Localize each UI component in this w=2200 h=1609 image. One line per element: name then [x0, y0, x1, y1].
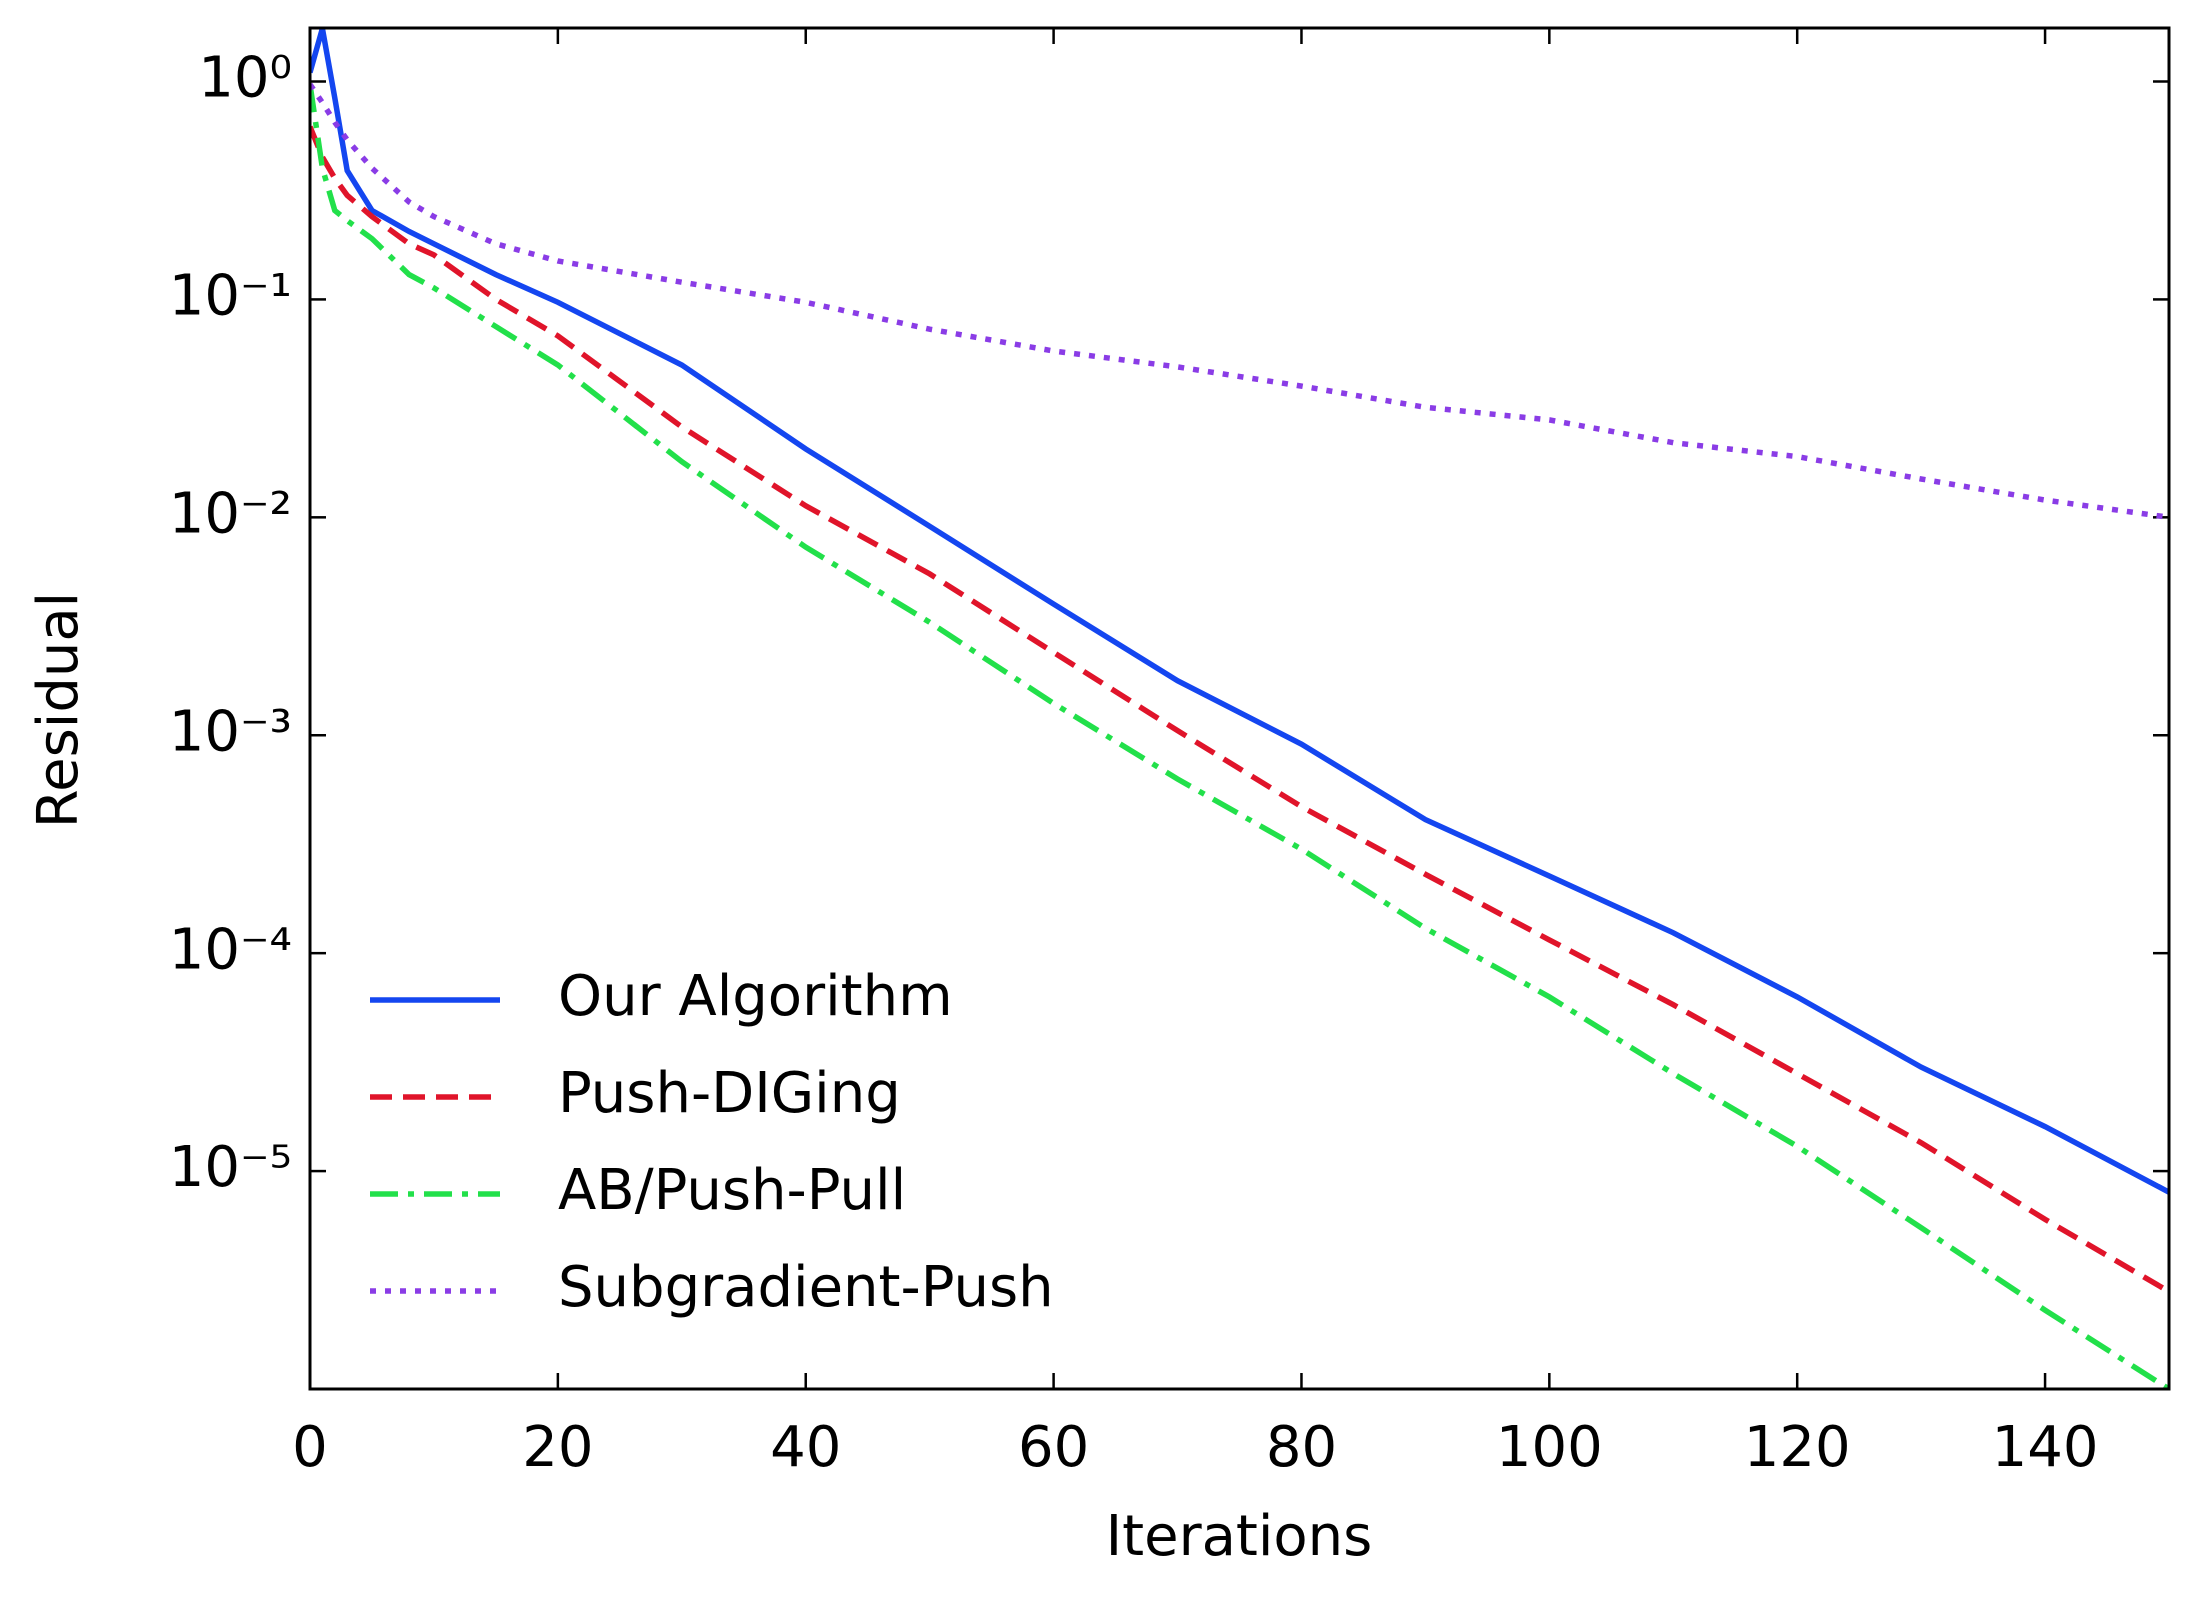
x-tick-label: 40 — [770, 1415, 841, 1480]
y-tick-label: 10⁻⁵ — [169, 1135, 292, 1200]
series-line — [310, 82, 2169, 521]
x-axis-label: Iterations — [1106, 1504, 1373, 1569]
series-line — [310, 83, 2169, 1389]
y-tick-label: 10⁻³ — [169, 699, 292, 764]
x-tick-label: 140 — [1992, 1415, 2099, 1480]
x-tick-label: 0 — [292, 1415, 328, 1480]
legend-label: Subgradient-Push — [558, 1255, 1054, 1320]
y-tick-label: 10⁻² — [169, 481, 292, 546]
legend-label: Push-DIGing — [558, 1061, 901, 1126]
x-tick-label: 60 — [1018, 1415, 1089, 1480]
y-tick-label: 10⁻⁴ — [169, 917, 292, 982]
series-line — [310, 125, 2169, 1294]
x-tick-label: 120 — [1744, 1415, 1851, 1480]
series-line — [310, 28, 2169, 1195]
x-tick-label: 80 — [1266, 1415, 1337, 1480]
legend-label: Our Algorithm — [558, 964, 953, 1029]
x-tick-label: 100 — [1496, 1415, 1603, 1480]
y-axis-label: Residual — [26, 592, 91, 829]
x-tick-label: 20 — [522, 1415, 593, 1480]
y-tick-label: 10⁻¹ — [169, 264, 292, 329]
legend-label: AB/Push-Pull — [558, 1158, 906, 1223]
y-tick-label: 10⁰ — [198, 46, 292, 111]
plot-frame — [308, 26, 2171, 1391]
